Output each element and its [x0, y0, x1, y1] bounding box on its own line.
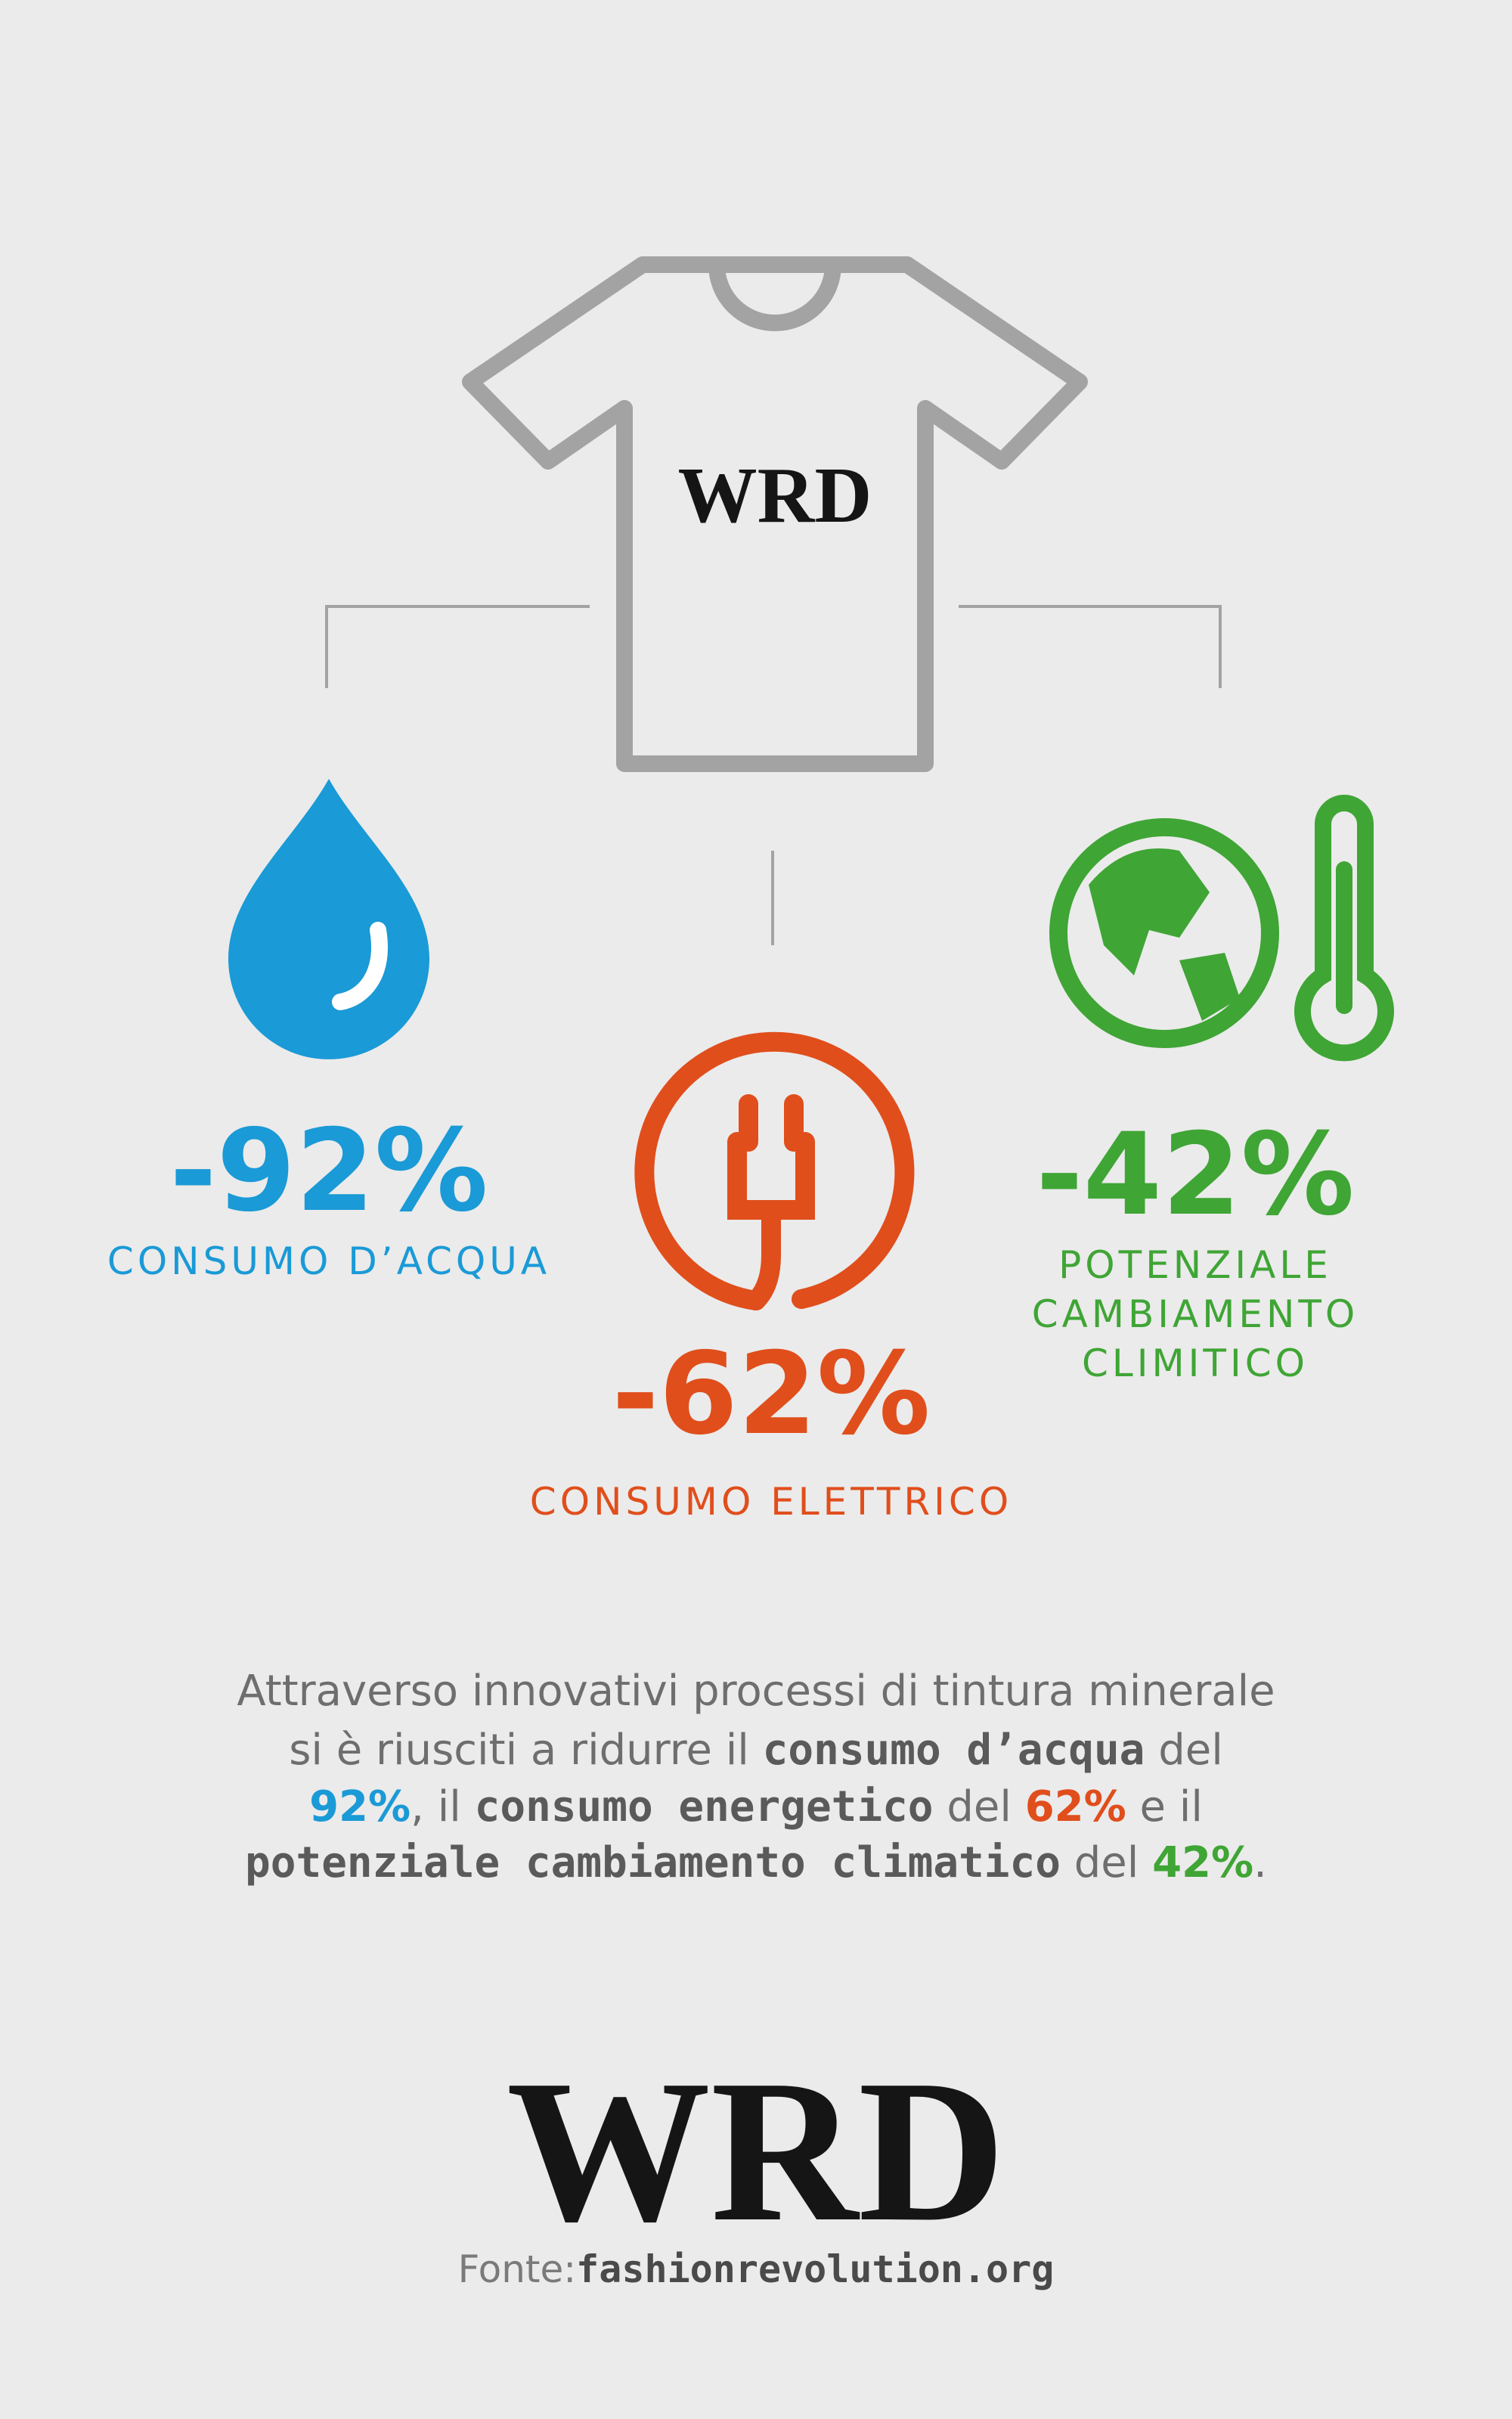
text: Attraverso innovativi processi di tintur… [237, 1667, 1275, 1716]
stat-value: -62% [612, 1329, 930, 1460]
logo: WRD [507, 2038, 1005, 2264]
stat-value: -92% [169, 1106, 488, 1237]
source-url: fashionrevolution.org [576, 2247, 1054, 2291]
connector-left [325, 605, 590, 688]
plug-circle [634, 1031, 915, 1310]
text: del [934, 1782, 1025, 1831]
text: del [1145, 1726, 1222, 1775]
text: e il [1126, 1782, 1203, 1831]
water-icon [228, 779, 429, 1059]
climate-icon [1049, 795, 1394, 1062]
drop [228, 779, 429, 1059]
continents [1089, 848, 1240, 1021]
percent: 92% [309, 1782, 411, 1831]
stat-label: CONSUMO D’ACQUA [107, 1239, 550, 1283]
paragraph-line: potenziale cambiamento climatico del 42%… [245, 1838, 1267, 1887]
shirt-logo: WRD [678, 451, 872, 539]
stat-label: CAMBIAMENTO [1032, 1292, 1359, 1336]
shirt-collar [708, 264, 841, 331]
stat-label: POTENZIALE [1058, 1243, 1332, 1287]
source: Fonte:fashionrevolution.org [458, 2247, 1055, 2291]
plug-pins [739, 1094, 804, 1152]
highlight: potenziale cambiamento climatico [245, 1838, 1061, 1887]
connector-right [959, 605, 1222, 688]
highlight: consumo energetico [475, 1782, 934, 1831]
stat-value: -42% [1036, 1109, 1354, 1241]
drop-highlight [332, 922, 388, 1010]
paragraph-line: si è riusciti a ridurre il consumo d’acq… [289, 1726, 1223, 1775]
shirt-icon [462, 256, 1088, 772]
percent: 62% [1025, 1782, 1126, 1831]
text: , il [411, 1782, 475, 1831]
plug-icon [634, 1031, 915, 1310]
text: . [1253, 1838, 1267, 1887]
plug-cable [746, 1200, 781, 1310]
connectors [325, 605, 1222, 945]
text: si è riusciti a ridurre il [289, 1726, 762, 1775]
stat-label: CONSUMO ELETTRICO [530, 1480, 1012, 1524]
thermometer [1294, 795, 1394, 1062]
stat-label: CLIMITICO [1082, 1341, 1309, 1385]
paragraph-line: 92%, il consumo energetico del 62% e il [309, 1782, 1203, 1831]
text: del [1061, 1838, 1152, 1887]
globe [1049, 818, 1279, 1048]
shirt-outline [462, 256, 1088, 772]
source-label: Fonte: [458, 2247, 576, 2291]
highlight: consumo d’acqua [763, 1726, 1145, 1775]
paragraph-line: Attraverso innovativi processi di tintur… [237, 1667, 1275, 1716]
percent: 42% [1152, 1838, 1253, 1887]
